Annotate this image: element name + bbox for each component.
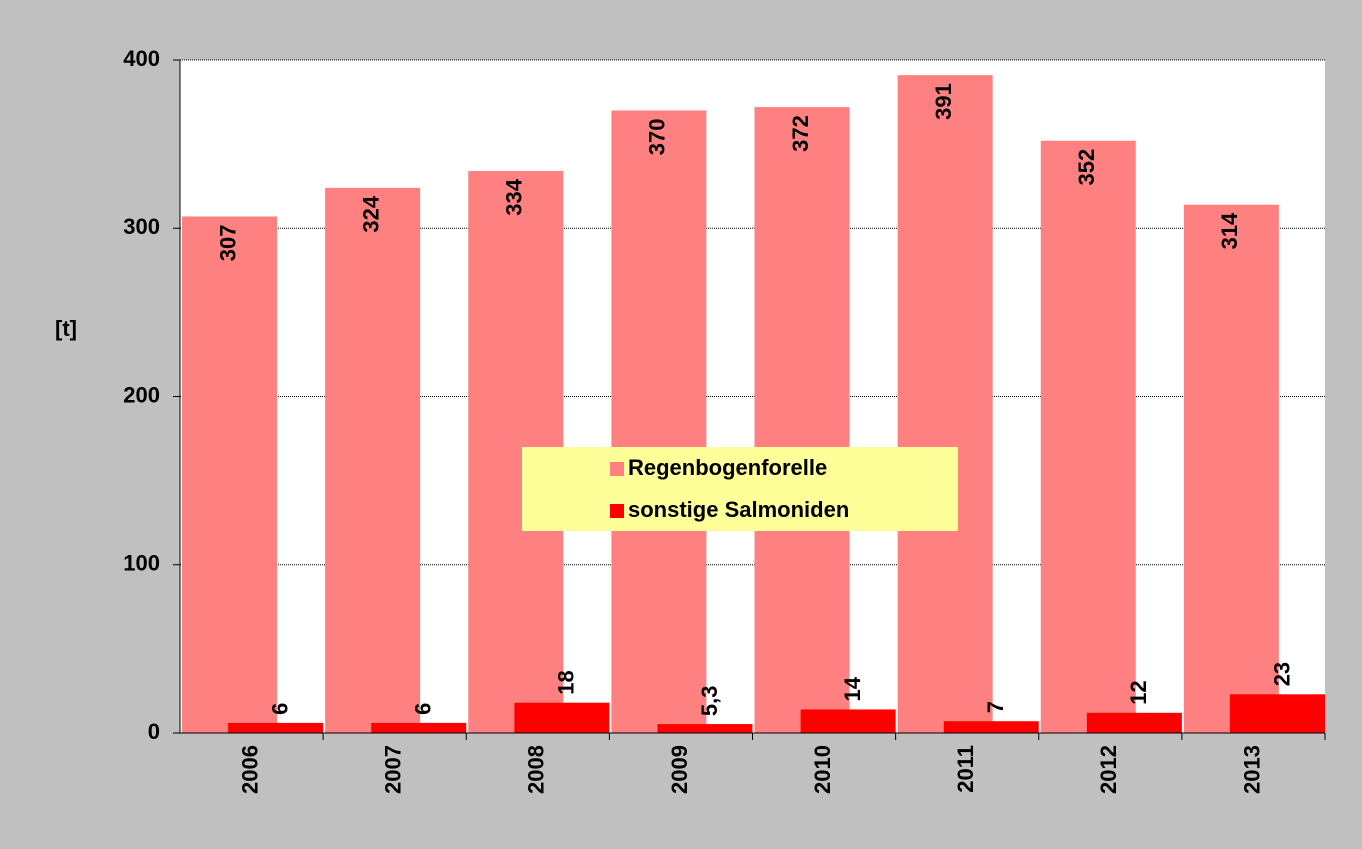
data-label: 14 bbox=[840, 676, 865, 701]
bar bbox=[611, 110, 707, 734]
y-tick-label: 100 bbox=[123, 551, 160, 576]
y-axis-label: [t] bbox=[55, 316, 77, 341]
legend-swatch bbox=[610, 462, 624, 476]
y-tick-label: 300 bbox=[123, 214, 160, 239]
legend-swatch bbox=[610, 504, 624, 518]
bar bbox=[800, 709, 896, 733]
legend-label: Regenbogenforelle bbox=[628, 455, 827, 480]
bar bbox=[1040, 140, 1136, 733]
y-tick-label: 0 bbox=[148, 719, 160, 744]
x-tick-label: 2008 bbox=[524, 745, 549, 794]
data-label: 307 bbox=[215, 224, 240, 261]
data-label: 6 bbox=[267, 703, 292, 715]
y-tick-label: 200 bbox=[123, 382, 160, 407]
data-label: 334 bbox=[502, 178, 527, 215]
bar bbox=[514, 702, 610, 733]
x-tick-label: 2009 bbox=[667, 745, 692, 794]
data-label: 18 bbox=[554, 670, 579, 694]
data-label: 352 bbox=[1074, 149, 1099, 186]
data-label: 324 bbox=[358, 195, 383, 232]
x-tick-label: 2007 bbox=[381, 745, 406, 794]
bar bbox=[943, 721, 1039, 733]
bar bbox=[1086, 712, 1182, 733]
x-tick-label: 2010 bbox=[810, 745, 835, 794]
x-tick-label: 2006 bbox=[237, 745, 262, 794]
legend bbox=[522, 447, 958, 531]
bar bbox=[228, 722, 324, 733]
data-label: 6 bbox=[411, 703, 436, 715]
x-tick-label: 2013 bbox=[1239, 745, 1264, 794]
data-label: 314 bbox=[1217, 212, 1242, 249]
x-tick-label: 2011 bbox=[953, 745, 978, 793]
bar bbox=[657, 724, 753, 733]
bar bbox=[1183, 204, 1279, 733]
data-label: 5,3 bbox=[697, 685, 722, 716]
data-label: 7 bbox=[983, 701, 1008, 713]
legend-label: sonstige Salmoniden bbox=[628, 497, 849, 522]
bar bbox=[754, 107, 850, 734]
y-tick-label: 400 bbox=[123, 46, 160, 71]
bar bbox=[897, 75, 993, 733]
data-label: 391 bbox=[931, 83, 956, 120]
bar bbox=[1230, 694, 1325, 733]
bar bbox=[182, 216, 277, 733]
x-tick-label: 2012 bbox=[1096, 745, 1121, 794]
data-label: 23 bbox=[1269, 662, 1294, 686]
data-label: 372 bbox=[788, 115, 813, 152]
bar bbox=[325, 187, 421, 733]
data-label: 12 bbox=[1126, 680, 1151, 704]
data-label: 370 bbox=[645, 118, 670, 155]
bar bbox=[371, 722, 467, 733]
